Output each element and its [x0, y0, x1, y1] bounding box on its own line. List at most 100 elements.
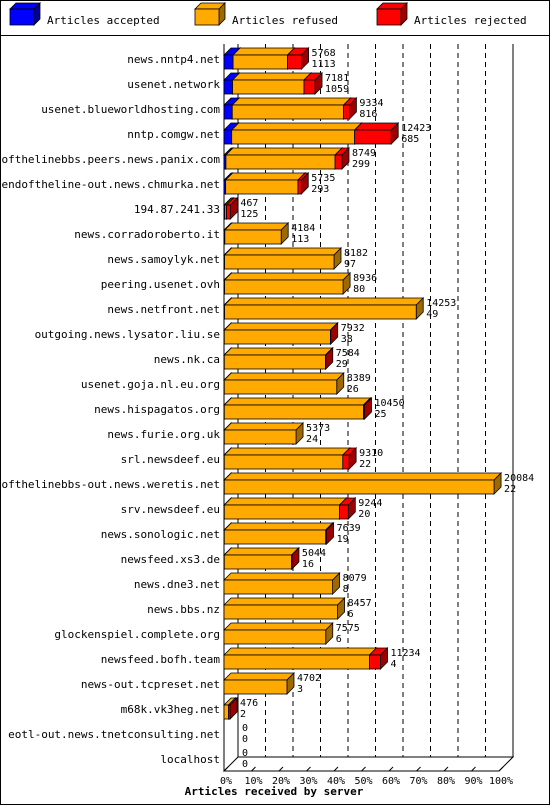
- accepted-count-label: 29: [336, 359, 348, 370]
- accepted-count-label: 6: [348, 609, 354, 620]
- bar-rejected: [368, 647, 389, 670]
- accepted-count-label: 49: [426, 309, 438, 320]
- total-label: 4702: [297, 673, 321, 684]
- bar-refused: [223, 547, 300, 570]
- bar-refused: [224, 147, 344, 170]
- floor: [222, 756, 515, 772]
- bar-refused: [223, 372, 345, 395]
- legend-label: Articles accepted: [47, 14, 160, 27]
- bar-rejected: [341, 447, 358, 470]
- bar-refused: [232, 47, 296, 70]
- bar-refused: [223, 272, 352, 295]
- bar-refused: [223, 472, 503, 495]
- category-label: news.sonologic.net: [101, 528, 220, 541]
- bar-refused: [231, 72, 312, 95]
- bar-row: eotl-out.news.tnetconsulting.net 00: [8, 723, 248, 745]
- bar-rejected: [303, 72, 323, 95]
- accepted-count-label: 0: [242, 734, 248, 745]
- x-tick-label: 70%: [409, 776, 427, 787]
- bar-refused: [223, 447, 351, 470]
- bar-rejected: [329, 322, 339, 345]
- x-tick-label: 0%: [220, 776, 232, 787]
- bar-refused: [223, 297, 425, 320]
- total-label: 7932: [341, 323, 365, 334]
- legend-swatch: [9, 2, 41, 26]
- category-label: nntp.comgw.net: [127, 128, 220, 141]
- accepted-count-label: 19: [337, 534, 349, 545]
- total-label: 4184: [291, 223, 315, 234]
- x-tick-mark: [471, 766, 476, 772]
- x-tick-label: 20%: [272, 776, 290, 787]
- x-tick-label: 40%: [327, 776, 345, 787]
- total-label: 0: [242, 723, 248, 734]
- category-label: endofthelinebbs.peers.news.panix.com: [0, 153, 220, 166]
- accepted-count-label: 3: [297, 684, 303, 695]
- total-label: 8079: [343, 573, 367, 584]
- x-tick-mark: [388, 766, 394, 772]
- total-label: 9244: [358, 498, 382, 509]
- legend-swatch: [376, 2, 408, 26]
- bar-rejected: [286, 47, 310, 70]
- bar-rejected: [227, 697, 239, 720]
- category-label: endofthelinebbs-out.news.weretis.net: [0, 478, 220, 491]
- bar-rejected: [353, 122, 400, 145]
- bar-row: endofthelinebbs-out.news.weretis.net 2008…: [0, 472, 534, 495]
- accepted-count-label: 0: [242, 759, 248, 770]
- total-label: 20084: [504, 473, 534, 484]
- category-label: news.furie.org.uk: [107, 428, 220, 441]
- accepted-count-label: 4: [390, 659, 396, 670]
- category-label: newsfeed.bofh.team: [101, 653, 221, 666]
- total-label: 0: [242, 748, 248, 759]
- bar-refused: [223, 622, 334, 645]
- total-label: 10450: [375, 398, 405, 409]
- accepted-count-label: 26: [347, 384, 359, 395]
- legend-swatch: [194, 2, 226, 26]
- total-label: 14253: [426, 298, 456, 309]
- accepted-count-label: 125: [240, 209, 258, 220]
- bar-refused: [223, 597, 346, 620]
- x-tick-label: 60%: [382, 776, 400, 787]
- bar-refused: [223, 572, 341, 595]
- total-label: 5735: [311, 173, 335, 184]
- category-label: news.nntp4.net: [127, 53, 220, 66]
- total-label: 11234: [390, 648, 420, 659]
- total-label: 5044: [302, 548, 326, 559]
- bar-row: localhost 00: [160, 748, 248, 770]
- bar-refused: [223, 222, 290, 245]
- total-label: 467: [240, 198, 258, 209]
- category-label: outgoing.news.lysator.liu.se: [35, 328, 220, 341]
- total-label: 5373: [306, 423, 330, 434]
- accepted-count-label: 1113: [312, 59, 336, 70]
- total-label: 5768: [312, 48, 336, 59]
- category-label: news.netfront.net: [107, 303, 220, 316]
- x-tick-mark: [416, 766, 421, 772]
- bar-refused: [223, 322, 339, 345]
- category-label: news.samoylyk.net: [107, 253, 220, 266]
- x-tick-label: 50%: [354, 776, 372, 787]
- total-label: 476: [240, 698, 258, 709]
- bar-refused: [230, 122, 363, 145]
- x-tick-label: 90%: [464, 776, 482, 787]
- x-tick-mark: [251, 766, 256, 772]
- x-tick-label: 10%: [244, 776, 262, 787]
- legend-label: Articles rejected: [414, 14, 527, 27]
- total-label: 7181: [325, 73, 349, 84]
- category-label: peering.usenet.ovh: [101, 278, 220, 291]
- bar-row: endofthelinebbs.peers.news.panix.com 8749…: [0, 147, 376, 170]
- accepted-count-label: 20: [358, 509, 370, 520]
- accepted-count-label: 2: [240, 709, 246, 720]
- bar-refused: [223, 247, 342, 270]
